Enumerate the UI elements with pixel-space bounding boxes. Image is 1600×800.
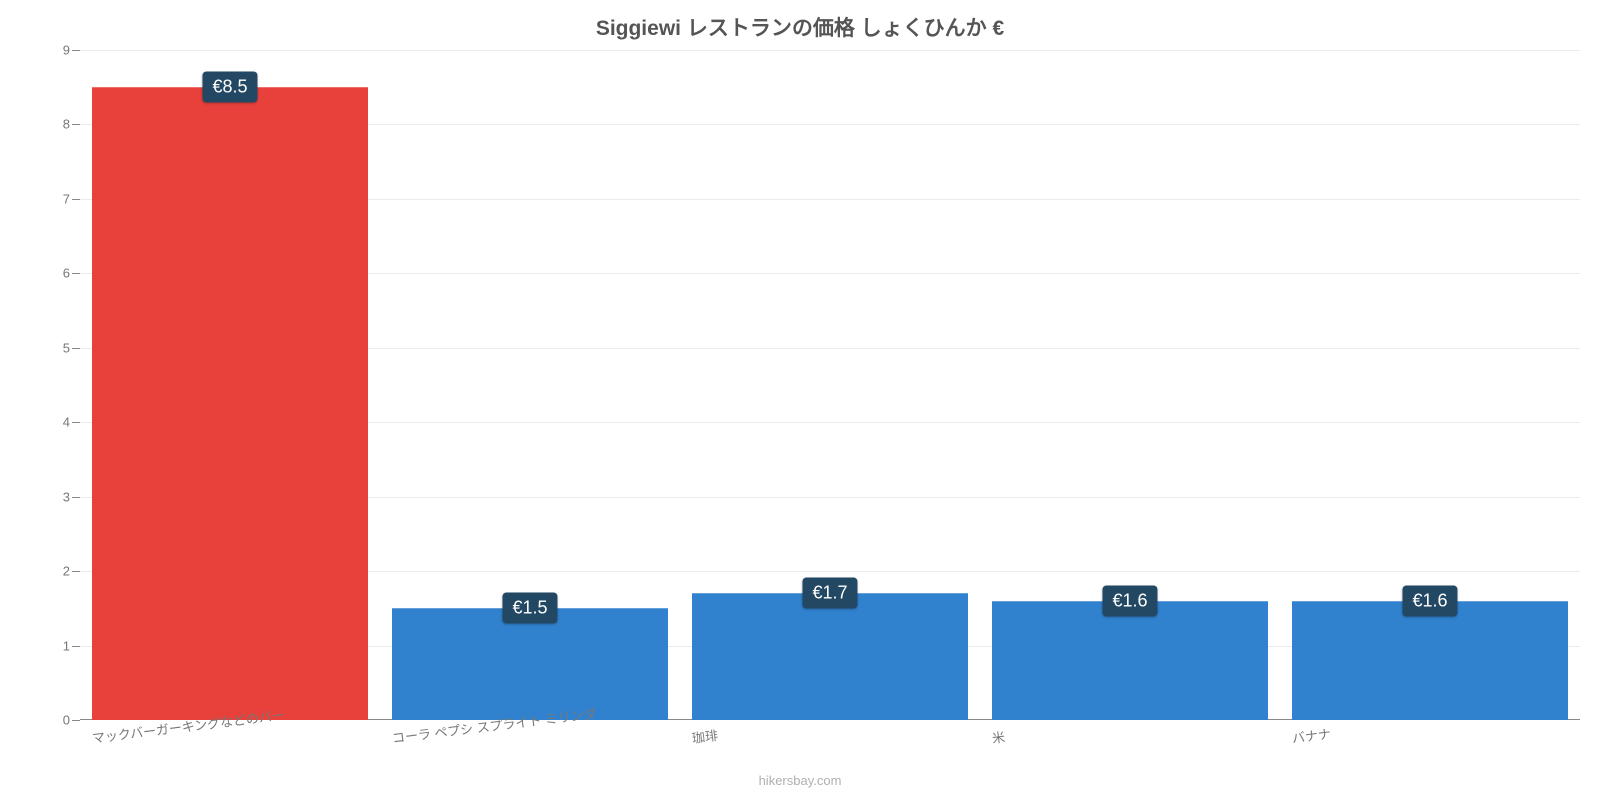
bar [692,593,968,720]
attribution-text: hikersbay.com [0,773,1600,788]
y-tick [72,497,80,498]
value-badge: €1.5 [502,593,557,624]
bar [392,608,668,720]
plot-region: 0123456789€8.5マックバーガーキングなどのバー€1.5コーラ ペプシ… [80,50,1580,720]
bar [1292,601,1568,720]
x-axis-label: 珈琲 [691,725,719,747]
y-axis-label: 4 [40,415,70,430]
chart-area: 0123456789€8.5マックバーガーキングなどのバー€1.5コーラ ペプシ… [80,50,1580,720]
gridline [80,50,1580,51]
value-badge: €1.6 [1102,585,1157,616]
y-tick [72,199,80,200]
y-tick [72,720,80,721]
x-axis-label: バナナ [1291,723,1332,747]
y-axis-label: 7 [40,191,70,206]
y-axis-label: 1 [40,638,70,653]
chart-title: Siggiewi レストランの価格 しょくひんか € [0,0,1600,42]
bar [92,87,368,720]
y-axis-label: 9 [40,43,70,58]
value-badge: €1.6 [1402,585,1457,616]
value-badge: €8.5 [202,72,257,103]
y-tick [72,571,80,572]
y-tick [72,273,80,274]
y-axis-label: 8 [40,117,70,132]
y-tick [72,348,80,349]
value-badge: €1.7 [802,578,857,609]
x-axis-label: 米 [991,726,1006,746]
y-axis-label: 6 [40,266,70,281]
y-axis-label: 0 [40,713,70,728]
y-axis-label: 5 [40,340,70,355]
bar [992,601,1268,720]
y-tick [72,646,80,647]
y-axis-label: 2 [40,564,70,579]
y-tick [72,422,80,423]
y-tick [72,50,80,51]
y-tick [72,124,80,125]
y-axis-label: 3 [40,489,70,504]
